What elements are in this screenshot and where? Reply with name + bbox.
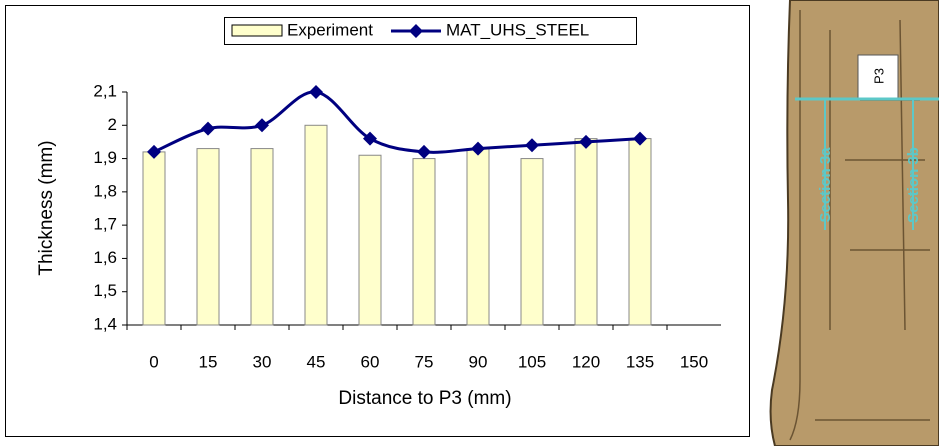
x-tick-label: 30 — [253, 352, 272, 371]
y-tick-label: 1,6 — [93, 248, 117, 267]
x-tick-label: 120 — [572, 352, 600, 371]
x-axis-title: Distance to P3 (mm) — [338, 388, 511, 409]
figure-label: P3 — [871, 68, 886, 84]
bar — [305, 125, 327, 325]
x-tick-label: 60 — [361, 352, 380, 371]
figure-label: Section 3a — [817, 147, 834, 223]
bar — [629, 139, 651, 325]
x-tick-label: 75 — [415, 352, 434, 371]
bar — [143, 152, 165, 325]
bar — [197, 149, 219, 325]
legend-label: Experiment — [287, 20, 373, 39]
y-tick-label: 1,8 — [93, 181, 117, 200]
bar — [359, 155, 381, 325]
y-tick-label: 1,7 — [93, 215, 117, 234]
x-tick-label: 0 — [149, 352, 158, 371]
bar — [467, 149, 489, 325]
figure-label: Section 3b — [905, 147, 922, 223]
page: Thickness (mm) Distance to P3 (mm) P3 Se… — [0, 0, 939, 446]
x-tick-label: 105 — [518, 352, 546, 371]
x-tick-label: 15 — [199, 352, 218, 371]
y-tick-label: 1,4 — [93, 314, 117, 333]
y-tick-label: 1,5 — [93, 281, 117, 300]
part-figure: P3 Section 3a Section 3b — [765, 0, 939, 446]
x-tick-label: 135 — [626, 352, 654, 371]
legend-swatch — [232, 25, 282, 36]
bar — [413, 159, 435, 325]
bar — [521, 159, 543, 325]
legend-label: MAT_UHS_STEEL — [446, 20, 589, 39]
x-tick-label: 150 — [680, 352, 708, 371]
x-tick-label: 45 — [307, 352, 326, 371]
y-tick-label: 2,1 — [93, 81, 117, 100]
y-tick-label: 1,9 — [93, 148, 117, 167]
bar — [575, 139, 597, 325]
y-tick-label: 2 — [108, 115, 117, 134]
x-tick-label: 90 — [469, 352, 488, 371]
y-axis-title: Thickness (mm) — [36, 140, 57, 275]
bar — [251, 149, 273, 325]
legend: Experiment MAT_UHS_STEEL — [225, 18, 637, 45]
